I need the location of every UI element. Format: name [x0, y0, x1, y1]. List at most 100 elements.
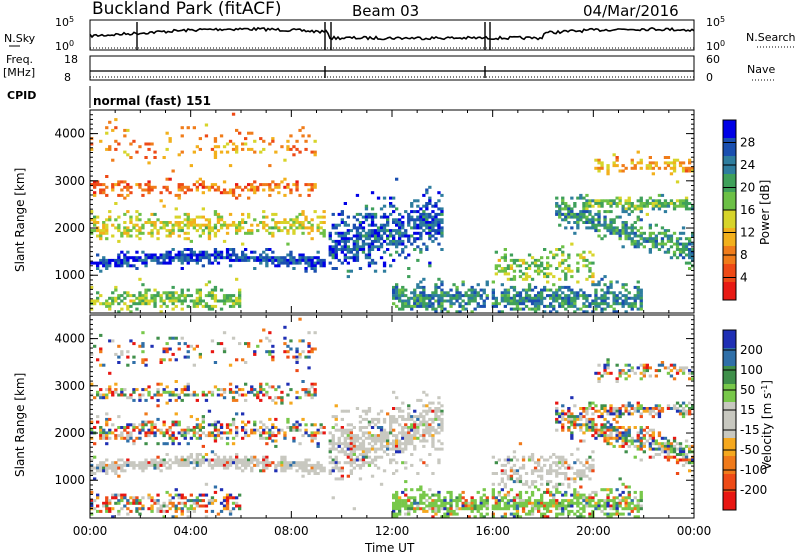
power-cell: [307, 193, 311, 197]
power-cell: [558, 304, 562, 308]
power-cell: [615, 204, 619, 208]
power-cell: [428, 215, 432, 219]
velocity-cell: [503, 515, 507, 519]
power-cell: [114, 299, 118, 303]
velocity-cell: [198, 352, 202, 356]
velocity-cell: [546, 482, 550, 486]
velocity-cell: [509, 488, 514, 492]
power-cell: [627, 207, 631, 211]
velocity-cell: [135, 507, 139, 511]
power-cell: [497, 302, 501, 306]
velocity-cell: [416, 488, 420, 492]
velocity-cell: [416, 428, 420, 432]
velocity-cell: [606, 434, 610, 438]
power-cell: [180, 221, 184, 224]
velocity-cell: [99, 333, 103, 337]
power-cell: [135, 229, 139, 233]
power-cell: [597, 223, 601, 227]
velocity-cell: [512, 501, 517, 505]
velocity-cell: [168, 493, 172, 497]
power-cell: [663, 202, 668, 205]
power-cell: [603, 218, 607, 222]
power-cell: [558, 204, 562, 208]
power-cell: [90, 299, 94, 303]
velocity-cell: [615, 504, 619, 508]
power-cell: [123, 128, 127, 132]
velocity-cell: [530, 504, 535, 508]
power-cell: [180, 253, 184, 257]
power-cell: [198, 296, 202, 300]
power-cell: [379, 223, 384, 227]
power-cell: [132, 294, 136, 298]
power-cell: [265, 261, 269, 265]
power-cell: [452, 294, 456, 298]
power-cell: [543, 275, 547, 279]
power-cell: [129, 142, 133, 146]
power-cell: [114, 226, 118, 230]
velocity-cell: [216, 431, 221, 435]
velocity-cell: [479, 501, 483, 505]
power-cell: [413, 291, 417, 295]
power-cell: [552, 283, 556, 287]
velocity-cell: [150, 431, 154, 435]
velocity-cell: [253, 431, 257, 435]
power-cell: [609, 221, 613, 224]
power-cell: [343, 237, 347, 241]
velocity-cell: [180, 390, 184, 394]
velocity-cell: [328, 472, 332, 475]
power-cell: [678, 253, 683, 257]
velocity-cell: [576, 496, 580, 500]
power-cell: [688, 248, 692, 251]
velocity-cell: [343, 453, 347, 456]
power-cell: [135, 296, 139, 300]
power-cell: [117, 239, 121, 243]
power-cell: [657, 166, 662, 170]
velocity-cell: [367, 461, 372, 465]
velocity-cell: [93, 344, 97, 348]
power-cell: [434, 218, 438, 222]
power-cell: [228, 256, 233, 260]
velocity-cell: [364, 450, 369, 454]
velocity-cell: [108, 499, 112, 503]
power-cell: [440, 307, 444, 311]
velocity-cell: [612, 428, 616, 432]
power-cell: [573, 299, 577, 303]
velocity-cell: [561, 482, 565, 486]
velocity-cell: [183, 355, 187, 359]
power-cell: [527, 288, 532, 292]
power-cell: [241, 226, 245, 230]
power-cell: [594, 218, 598, 222]
velocity-cell: [274, 417, 278, 421]
velocity-cell: [186, 515, 190, 519]
power-cell: [159, 294, 163, 298]
velocity-cell: [123, 428, 127, 432]
velocity-cell: [283, 455, 287, 459]
velocity-cell: [114, 434, 118, 438]
velocity-cell: [120, 388, 124, 392]
power-cell: [382, 196, 387, 200]
power-cell: [168, 299, 172, 303]
velocity-cell: [102, 434, 106, 438]
power-cell: [138, 185, 142, 189]
velocity-cell: [546, 472, 550, 475]
velocity-cell: [512, 450, 517, 454]
velocity-cell: [552, 461, 556, 465]
power-cell: [307, 221, 311, 224]
power-cell: [509, 299, 514, 303]
power-cell: [274, 183, 278, 187]
power-cell: [594, 158, 598, 162]
power-cell: [213, 288, 218, 292]
power-cell: [292, 231, 296, 235]
power-cell: [582, 310, 586, 314]
power-cell: [567, 302, 571, 306]
velocity-cell: [111, 339, 115, 343]
velocity-cell: [567, 466, 571, 470]
velocity-cell: [437, 423, 441, 427]
velocity-cell: [165, 385, 169, 389]
nave-bottom-tick: 0: [706, 71, 713, 84]
power-cell: [392, 285, 396, 289]
power-cell: [129, 191, 133, 195]
power-cell: [355, 212, 360, 216]
power-cell: [407, 212, 411, 216]
velocity-cell: [497, 499, 501, 503]
